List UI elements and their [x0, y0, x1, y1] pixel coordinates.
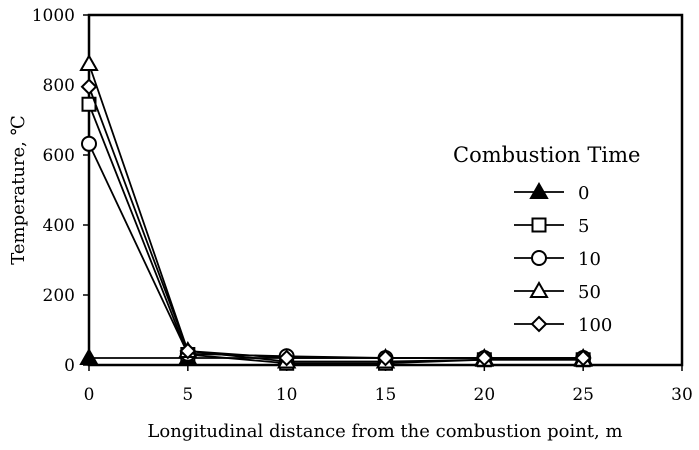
x-tick-label: 25 [572, 385, 594, 405]
y-axis-ticks: 0 200 400 600 800 1000 [32, 6, 89, 376]
series-line [88, 143, 584, 359]
series-50 [79, 53, 593, 369]
series-layer [79, 53, 593, 371]
legend-item: 50 [514, 280, 601, 303]
series-5 [81, 96, 591, 371]
legend-marker [529, 181, 549, 199]
legend-item: 5 [514, 216, 589, 237]
data-point [179, 342, 197, 360]
legend-label: 100 [578, 315, 612, 336]
x-axis-ticks: 0 5 10 15 20 25 30 [84, 365, 693, 405]
legend-marker [529, 280, 549, 298]
data-point [278, 349, 296, 367]
legend-label: 10 [578, 249, 601, 270]
y-tick-label: 0 [64, 356, 75, 376]
data-point [81, 135, 97, 152]
x-axis-label: Longitudinal distance from the combustio… [147, 421, 622, 442]
series-line [88, 63, 584, 363]
x-tick-label: 20 [474, 385, 496, 405]
x-tick-label: 0 [84, 385, 95, 405]
data-point [377, 349, 394, 367]
series-100 [80, 78, 592, 367]
legend-label: 50 [578, 282, 601, 303]
legend-title: Combustion Time [453, 143, 640, 167]
legend-item: 100 [514, 315, 612, 336]
legend-item: 0 [514, 181, 589, 204]
data-point [80, 78, 98, 96]
x-tick-label: 30 [671, 385, 693, 405]
x-tick-label: 15 [375, 385, 397, 405]
data-point [475, 349, 493, 367]
y-tick-label: 200 [43, 286, 75, 306]
legend-marker [531, 250, 547, 266]
data-point [79, 347, 99, 365]
legend-marker [531, 217, 547, 233]
legend-label: 5 [578, 216, 589, 237]
data-point [574, 349, 592, 367]
x-tick-label: 10 [276, 385, 298, 405]
data-point [79, 53, 99, 71]
legend-item: 10 [514, 249, 601, 270]
y-tick-label: 1000 [32, 6, 75, 26]
legend: Combustion Time 0 5 10 50 100 [453, 143, 640, 336]
y-tick-label: 800 [43, 76, 75, 96]
y-tick-label: 600 [43, 146, 75, 166]
x-tick-label: 5 [182, 385, 193, 405]
series-10 [81, 135, 592, 366]
y-axis-label: Temperature, ℃ [8, 115, 29, 265]
y-tick-label: 400 [43, 216, 75, 236]
legend-label: 0 [578, 183, 589, 204]
legend-marker [530, 315, 548, 333]
plot-frame [87, 13, 684, 367]
series-line [88, 86, 584, 359]
